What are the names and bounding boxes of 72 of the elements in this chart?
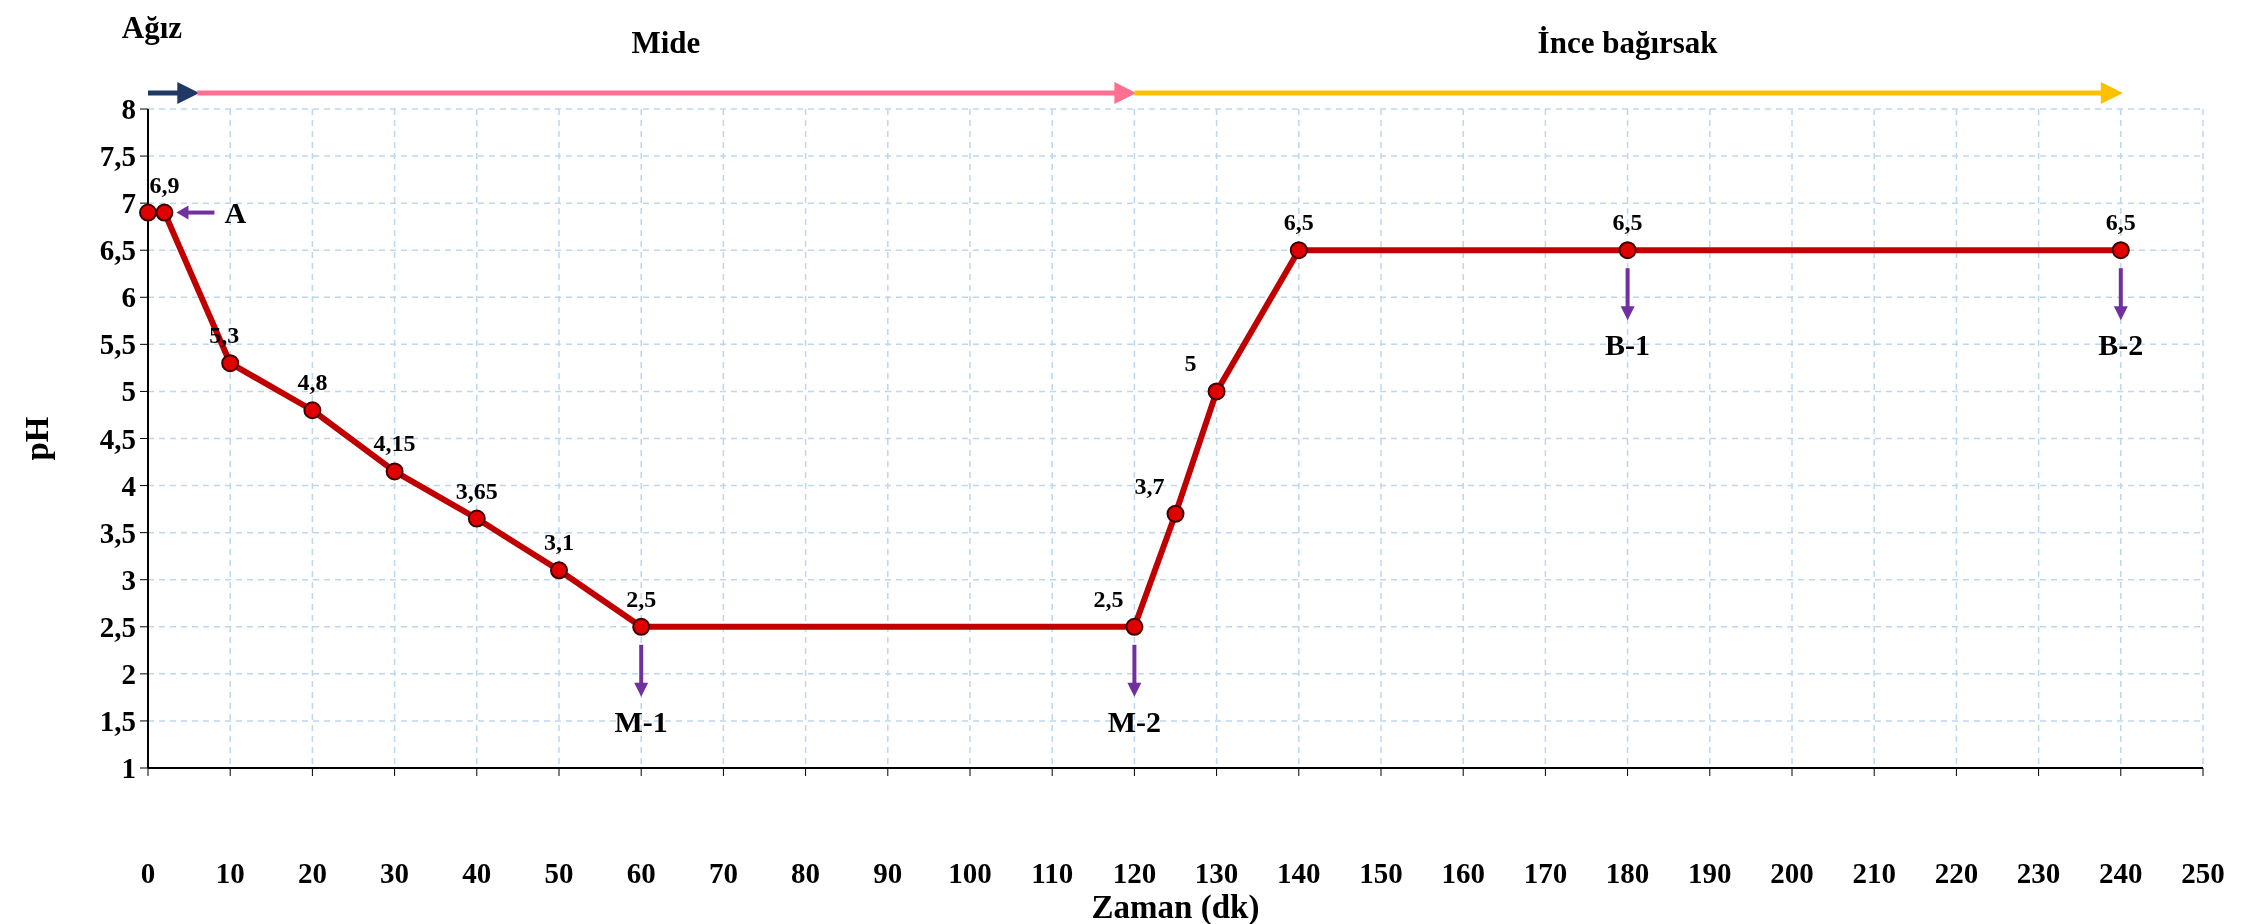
data-label: 6,5 [2105, 209, 2136, 236]
x-tick-label: 220 [1934, 857, 1979, 889]
point [139, 203, 157, 222]
x-tick-label: 20 [297, 857, 327, 889]
annotation: A [224, 195, 247, 229]
x-tick-label: 100 [948, 857, 992, 889]
x-tick-label: 190 [1688, 857, 1732, 889]
annotation: B-1 [1605, 328, 1651, 362]
x-tick-label: 110 [1031, 857, 1074, 889]
y-tick-label: 2 [121, 657, 136, 690]
data-label: 3,7 [1134, 472, 1165, 499]
point [303, 401, 322, 420]
x-tick-label: 40 [462, 857, 492, 889]
x-tick-label: 230 [2016, 857, 2061, 889]
point [1166, 504, 1185, 523]
y-tick-label: 6 [121, 281, 136, 314]
x-tick-label: 240 [2099, 857, 2143, 889]
y-tick-label: 5,5 [99, 328, 136, 361]
annotation: M-1 [614, 704, 668, 738]
annotation: M-2 [1107, 704, 1162, 738]
point [1618, 241, 1637, 260]
data-label: 6,9 [149, 171, 180, 198]
x-tick-label: 10 [215, 857, 245, 889]
point [1207, 382, 1226, 401]
data-label: 6,5 [1612, 209, 1643, 236]
annotation: B-2 [2098, 328, 2144, 362]
point [632, 617, 651, 636]
y-tick-label: 3,5 [99, 516, 136, 549]
x-tick-label: 150 [1359, 857, 1403, 889]
x-tick-label: 90 [873, 857, 903, 889]
point [155, 203, 174, 222]
x-tick-label: 50 [544, 857, 574, 889]
x-tick-label: 60 [626, 857, 656, 889]
y-tick-label: 6,5 [99, 234, 136, 267]
data-label: 4,15 [373, 430, 416, 457]
data-label: 5 [1184, 350, 1197, 377]
x-tick-label: 130 [1194, 857, 1239, 889]
point [1125, 617, 1144, 636]
data-label: 3,65 [455, 477, 498, 504]
x-tick-label: 200 [1770, 857, 1814, 889]
x-tick-label: 80 [791, 857, 821, 889]
point [1289, 241, 1308, 260]
y-tick-label: 1,5 [99, 704, 136, 737]
y-tick-label: 7 [121, 187, 136, 220]
data-label: 2,5 [1093, 585, 1124, 612]
x-tick-label: 0 [140, 857, 156, 889]
y-tick-label: 5 [121, 375, 136, 408]
y-tick-label: 7,5 [99, 140, 136, 173]
x-tick-label: 120 [1112, 857, 1157, 889]
x-tick-label: 180 [1605, 857, 1650, 889]
x-tick-label: 70 [708, 857, 738, 889]
data-label: 6,5 [1283, 209, 1314, 236]
x-tick-label: 140 [1277, 857, 1321, 889]
y-axis-title: pH [19, 416, 55, 461]
point [467, 509, 486, 528]
x-tick-label: 160 [1441, 857, 1485, 889]
y-tick-label: 4 [121, 469, 136, 502]
x-tick-label: 210 [1852, 857, 1896, 889]
y-tick-label: 1 [121, 752, 136, 784]
data-label: 3,1 [544, 529, 574, 556]
x-tick-label: 170 [1523, 857, 1568, 889]
y-tick-label: 3 [121, 563, 136, 596]
point [2111, 241, 2130, 260]
x-tick-label: 30 [380, 857, 410, 889]
y-tick-label: 4,5 [99, 422, 136, 455]
point [221, 354, 240, 373]
data-label: 2,5 [626, 585, 657, 612]
point [385, 462, 404, 481]
point [550, 561, 568, 580]
x-tick-label: 250 [2181, 857, 2225, 889]
y-tick-label: 2,5 [99, 610, 136, 643]
data-label: 4,8 [297, 369, 328, 396]
